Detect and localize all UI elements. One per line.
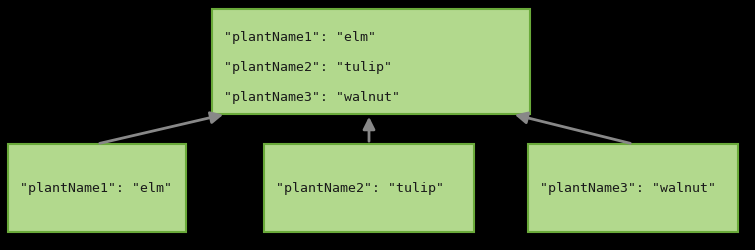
Text: "plantName1": "elm": "plantName1": "elm" — [20, 182, 172, 195]
Text: "plantName3": "walnut": "plantName3": "walnut" — [224, 90, 400, 103]
Text: "plantName3": "walnut": "plantName3": "walnut" — [540, 182, 716, 195]
Text: "plantName1": "elm": "plantName1": "elm" — [224, 30, 376, 43]
Bar — [8, 144, 186, 232]
Text: "plantName2": "tulip": "plantName2": "tulip" — [224, 60, 392, 73]
Bar — [264, 144, 474, 232]
Text: "plantName2": "tulip": "plantName2": "tulip" — [276, 182, 444, 195]
Bar — [212, 10, 530, 115]
Bar — [528, 144, 738, 232]
